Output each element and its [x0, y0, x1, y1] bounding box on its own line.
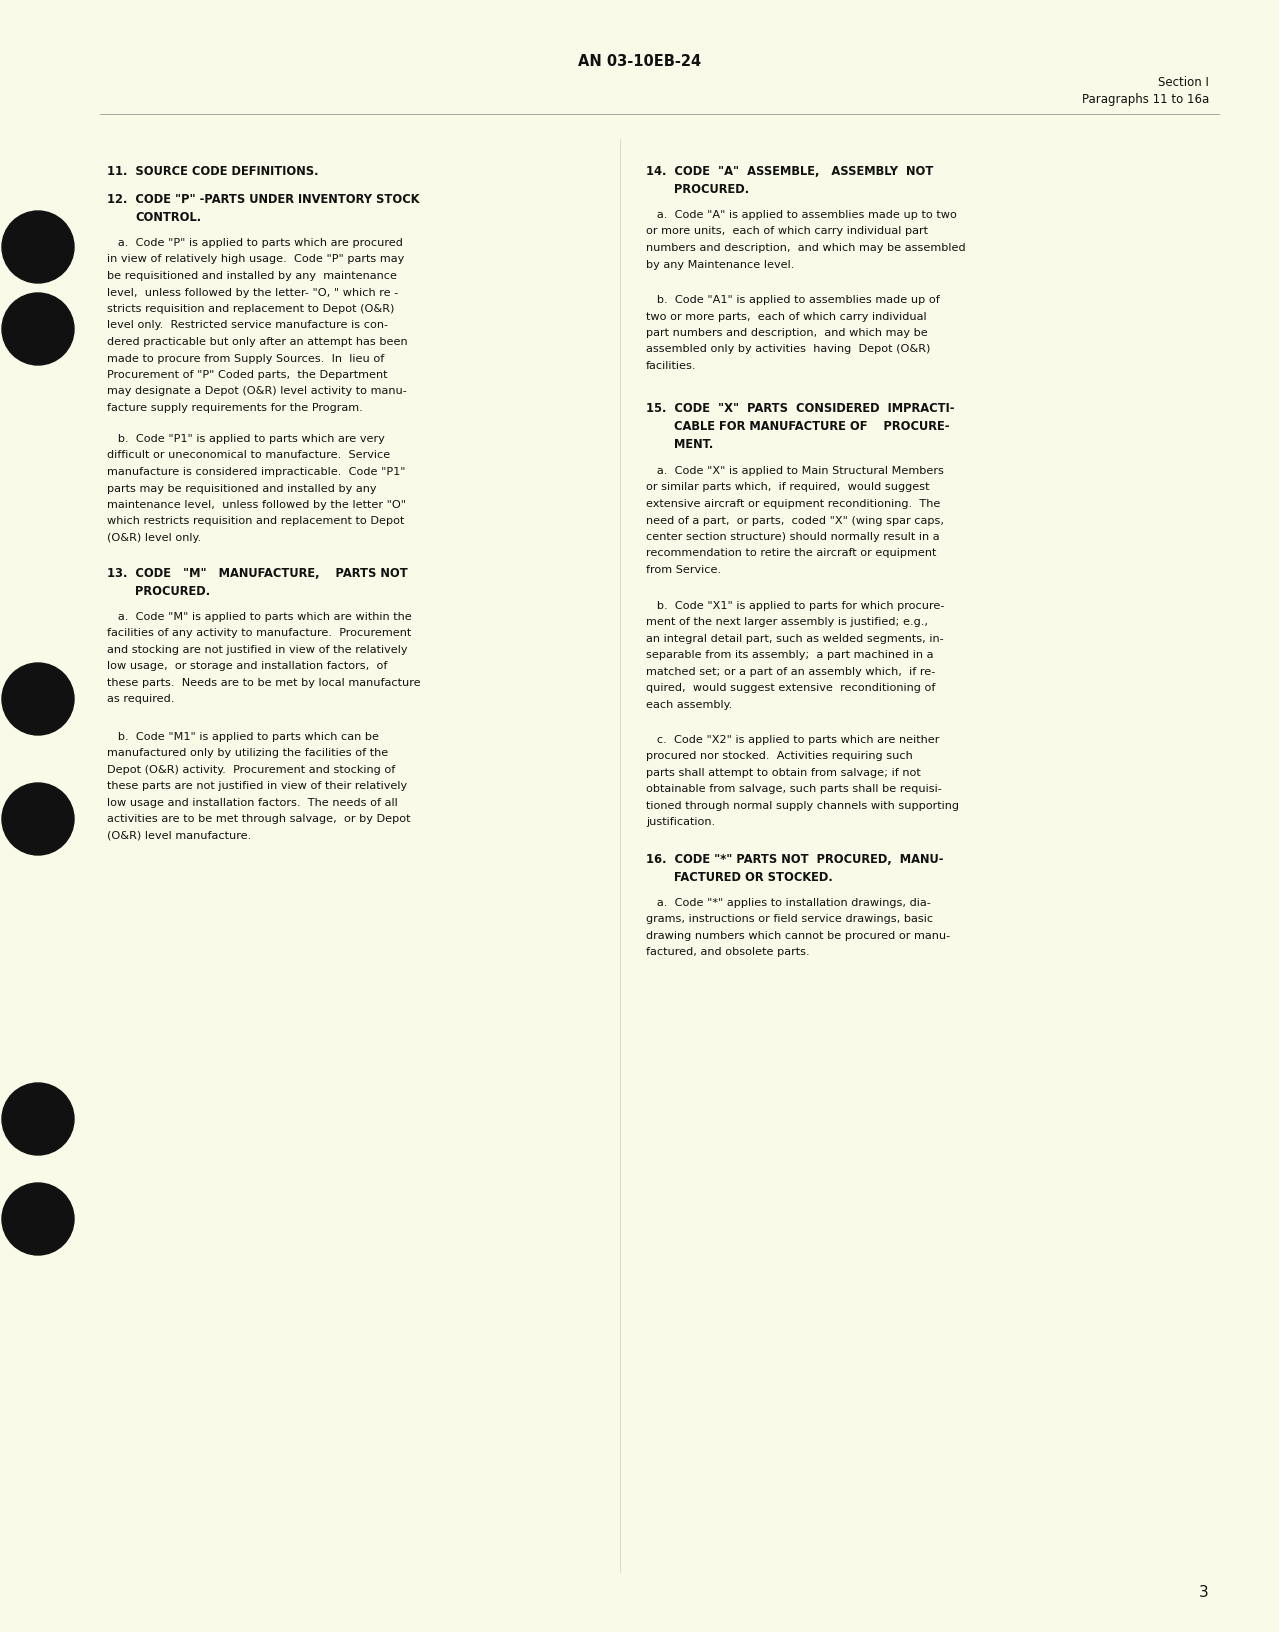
- Circle shape: [3, 212, 74, 284]
- Text: separable from its assembly;  a part machined in a: separable from its assembly; a part mach…: [646, 650, 934, 659]
- Text: level only.  Restricted service manufacture is con-: level only. Restricted service manufactu…: [107, 320, 388, 330]
- Text: 3: 3: [1200, 1585, 1209, 1599]
- Text: b.  Code "X1" is applied to parts for which procure-: b. Code "X1" is applied to parts for whi…: [646, 601, 944, 610]
- Circle shape: [3, 1183, 74, 1255]
- Circle shape: [3, 664, 74, 736]
- Text: extensive aircraft or equipment reconditioning.  The: extensive aircraft or equipment recondit…: [646, 499, 940, 509]
- Text: CONTROL.: CONTROL.: [136, 211, 201, 224]
- Text: Section I: Section I: [1157, 75, 1209, 88]
- Text: (O&R) level manufacture.: (O&R) level manufacture.: [107, 831, 251, 840]
- Text: Procurement of "P" Coded parts,  the Department: Procurement of "P" Coded parts, the Depa…: [107, 370, 388, 380]
- Text: these parts.  Needs are to be met by local manufacture: these parts. Needs are to be met by loca…: [107, 677, 421, 687]
- Text: from Service.: from Service.: [646, 565, 721, 574]
- Text: stricts requisition and replacement to Depot (O&R): stricts requisition and replacement to D…: [107, 304, 394, 313]
- Text: facilities.: facilities.: [646, 361, 697, 370]
- Text: quired,  would suggest extensive  reconditioning of: quired, would suggest extensive recondit…: [646, 684, 935, 694]
- Text: a.  Code "P" is applied to parts which are procured: a. Code "P" is applied to parts which ar…: [107, 238, 403, 248]
- Text: ment of the next larger assembly is justified; e.g.,: ment of the next larger assembly is just…: [646, 617, 929, 627]
- Text: made to procure from Supply Sources.  In  lieu of: made to procure from Supply Sources. In …: [107, 353, 384, 364]
- Text: 12.  CODE "P" -PARTS UNDER INVENTORY STOCK: 12. CODE "P" -PARTS UNDER INVENTORY STOC…: [107, 193, 420, 206]
- Text: dered practicable but only after an attempt has been: dered practicable but only after an atte…: [107, 336, 408, 346]
- Text: manufacture is considered impracticable.  Code "P1": manufacture is considered impracticable.…: [107, 467, 405, 477]
- Text: these parts are not justified in view of their relatively: these parts are not justified in view of…: [107, 782, 407, 792]
- Text: 13.  CODE   "M"   MANUFACTURE,    PARTS NOT: 13. CODE "M" MANUFACTURE, PARTS NOT: [107, 566, 408, 579]
- Text: 11.  SOURCE CODE DEFINITIONS.: 11. SOURCE CODE DEFINITIONS.: [107, 165, 318, 178]
- Text: a.  Code "M" is applied to parts which are within the: a. Code "M" is applied to parts which ar…: [107, 612, 412, 622]
- Text: factured, and obsolete parts.: factured, and obsolete parts.: [646, 947, 810, 956]
- Text: by any Maintenance level.: by any Maintenance level.: [646, 259, 794, 269]
- Text: an integral detail part, such as welded segments, in-: an integral detail part, such as welded …: [646, 633, 944, 643]
- Text: PROCURED.: PROCURED.: [674, 183, 749, 196]
- Text: justification.: justification.: [646, 818, 715, 827]
- Text: drawing numbers which cannot be procured or manu-: drawing numbers which cannot be procured…: [646, 930, 950, 940]
- Text: two or more parts,  each of which carry individual: two or more parts, each of which carry i…: [646, 312, 926, 322]
- Text: b.  Code "M1" is applied to parts which can be: b. Code "M1" is applied to parts which c…: [107, 731, 379, 741]
- Text: manufactured only by utilizing the facilities of the: manufactured only by utilizing the facil…: [107, 747, 389, 757]
- Text: parts shall attempt to obtain from salvage; if not: parts shall attempt to obtain from salva…: [646, 767, 921, 777]
- Text: grams, instructions or field service drawings, basic: grams, instructions or field service dra…: [646, 914, 934, 924]
- Text: facture supply requirements for the Program.: facture supply requirements for the Prog…: [107, 403, 363, 413]
- Text: tioned through normal supply channels with supporting: tioned through normal supply channels wi…: [646, 801, 959, 811]
- Text: activities are to be met through salvage,  or by Depot: activities are to be met through salvage…: [107, 814, 411, 824]
- Text: in view of relatively high usage.  Code "P" parts may: in view of relatively high usage. Code "…: [107, 255, 404, 264]
- Text: 14.  CODE  "A"  ASSEMBLE,   ASSEMBLY  NOT: 14. CODE "A" ASSEMBLE, ASSEMBLY NOT: [646, 165, 934, 178]
- Text: c.  Code "X2" is applied to parts which are neither: c. Code "X2" is applied to parts which a…: [646, 734, 939, 744]
- Text: as required.: as required.: [107, 694, 174, 703]
- Text: may designate a Depot (O&R) level activity to manu-: may designate a Depot (O&R) level activi…: [107, 387, 407, 397]
- Text: which restricts requisition and replacement to Depot: which restricts requisition and replacem…: [107, 516, 404, 526]
- Text: and stocking are not justified in view of the relatively: and stocking are not justified in view o…: [107, 645, 408, 654]
- Text: procured nor stocked.  Activities requiring such: procured nor stocked. Activities requiri…: [646, 751, 913, 761]
- Text: b.  Code "P1" is applied to parts which are very: b. Code "P1" is applied to parts which a…: [107, 434, 385, 444]
- Text: difficult or uneconomical to manufacture.  Service: difficult or uneconomical to manufacture…: [107, 450, 390, 460]
- Text: Paragraphs 11 to 16a: Paragraphs 11 to 16a: [1082, 93, 1209, 106]
- Text: AN 03-10EB-24: AN 03-10EB-24: [578, 54, 701, 70]
- Text: (O&R) level only.: (O&R) level only.: [107, 532, 201, 543]
- Text: low usage and installation factors.  The needs of all: low usage and installation factors. The …: [107, 798, 398, 808]
- Text: maintenance level,  unless followed by the letter "O": maintenance level, unless followed by th…: [107, 499, 405, 509]
- Text: 15.  CODE  "X"  PARTS  CONSIDERED  IMPRACTI-: 15. CODE "X" PARTS CONSIDERED IMPRACTI-: [646, 401, 954, 415]
- Text: MENT.: MENT.: [674, 437, 714, 450]
- Text: a.  Code "X" is applied to Main Structural Members: a. Code "X" is applied to Main Structura…: [646, 465, 944, 475]
- Text: center section structure) should normally result in a: center section structure) should normall…: [646, 532, 940, 542]
- Text: CABLE FOR MANUFACTURE OF    PROCURE-: CABLE FOR MANUFACTURE OF PROCURE-: [674, 419, 949, 432]
- Text: parts may be requisitioned and installed by any: parts may be requisitioned and installed…: [107, 483, 376, 493]
- Text: recommendation to retire the aircraft or equipment: recommendation to retire the aircraft or…: [646, 548, 936, 558]
- Text: low usage,  or storage and installation factors,  of: low usage, or storage and installation f…: [107, 661, 388, 671]
- Text: obtainable from salvage, such parts shall be requisi-: obtainable from salvage, such parts shal…: [646, 783, 941, 795]
- Text: b.  Code "A1" is applied to assemblies made up of: b. Code "A1" is applied to assemblies ma…: [646, 295, 940, 305]
- Text: facilities of any activity to manufacture.  Procurement: facilities of any activity to manufactur…: [107, 628, 412, 638]
- Text: level,  unless followed by the letter- "O, " which re -: level, unless followed by the letter- "O…: [107, 287, 398, 297]
- Text: matched set; or a part of an assembly which,  if re-: matched set; or a part of an assembly wh…: [646, 666, 935, 677]
- Text: assembled only by activities  having  Depot (O&R): assembled only by activities having Depo…: [646, 344, 930, 354]
- Text: each assembly.: each assembly.: [646, 700, 733, 710]
- Text: a.  Code "A" is applied to assemblies made up to two: a. Code "A" is applied to assemblies mad…: [646, 211, 957, 220]
- Text: need of a part,  or parts,  coded "X" (wing spar caps,: need of a part, or parts, coded "X" (win…: [646, 516, 944, 526]
- Text: part numbers and description,  and which may be: part numbers and description, and which …: [646, 328, 927, 338]
- Circle shape: [3, 1084, 74, 1155]
- Text: FACTURED OR STOCKED.: FACTURED OR STOCKED.: [674, 870, 833, 883]
- Text: Depot (O&R) activity.  Procurement and stocking of: Depot (O&R) activity. Procurement and st…: [107, 764, 395, 775]
- Text: a.  Code "*" applies to installation drawings, dia-: a. Code "*" applies to installation draw…: [646, 898, 931, 907]
- Text: PROCURED.: PROCURED.: [136, 584, 210, 597]
- Text: or similar parts which,  if required,  would suggest: or similar parts which, if required, wou…: [646, 481, 930, 493]
- Text: numbers and description,  and which may be assembled: numbers and description, and which may b…: [646, 243, 966, 253]
- Text: or more units,  each of which carry individual part: or more units, each of which carry indiv…: [646, 227, 929, 237]
- Circle shape: [3, 783, 74, 855]
- Text: 16.  CODE "*" PARTS NOT  PROCURED,  MANU-: 16. CODE "*" PARTS NOT PROCURED, MANU-: [646, 852, 944, 865]
- Text: be requisitioned and installed by any  maintenance: be requisitioned and installed by any ma…: [107, 271, 396, 281]
- Circle shape: [3, 294, 74, 366]
